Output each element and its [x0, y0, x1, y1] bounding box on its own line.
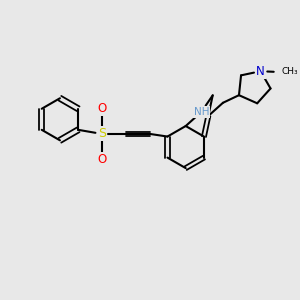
Text: NH: NH [194, 107, 209, 117]
Text: S: S [98, 128, 106, 140]
Text: O: O [97, 102, 106, 115]
Text: O: O [97, 153, 106, 166]
Text: CH₃: CH₃ [282, 67, 298, 76]
Text: N: N [256, 65, 265, 78]
